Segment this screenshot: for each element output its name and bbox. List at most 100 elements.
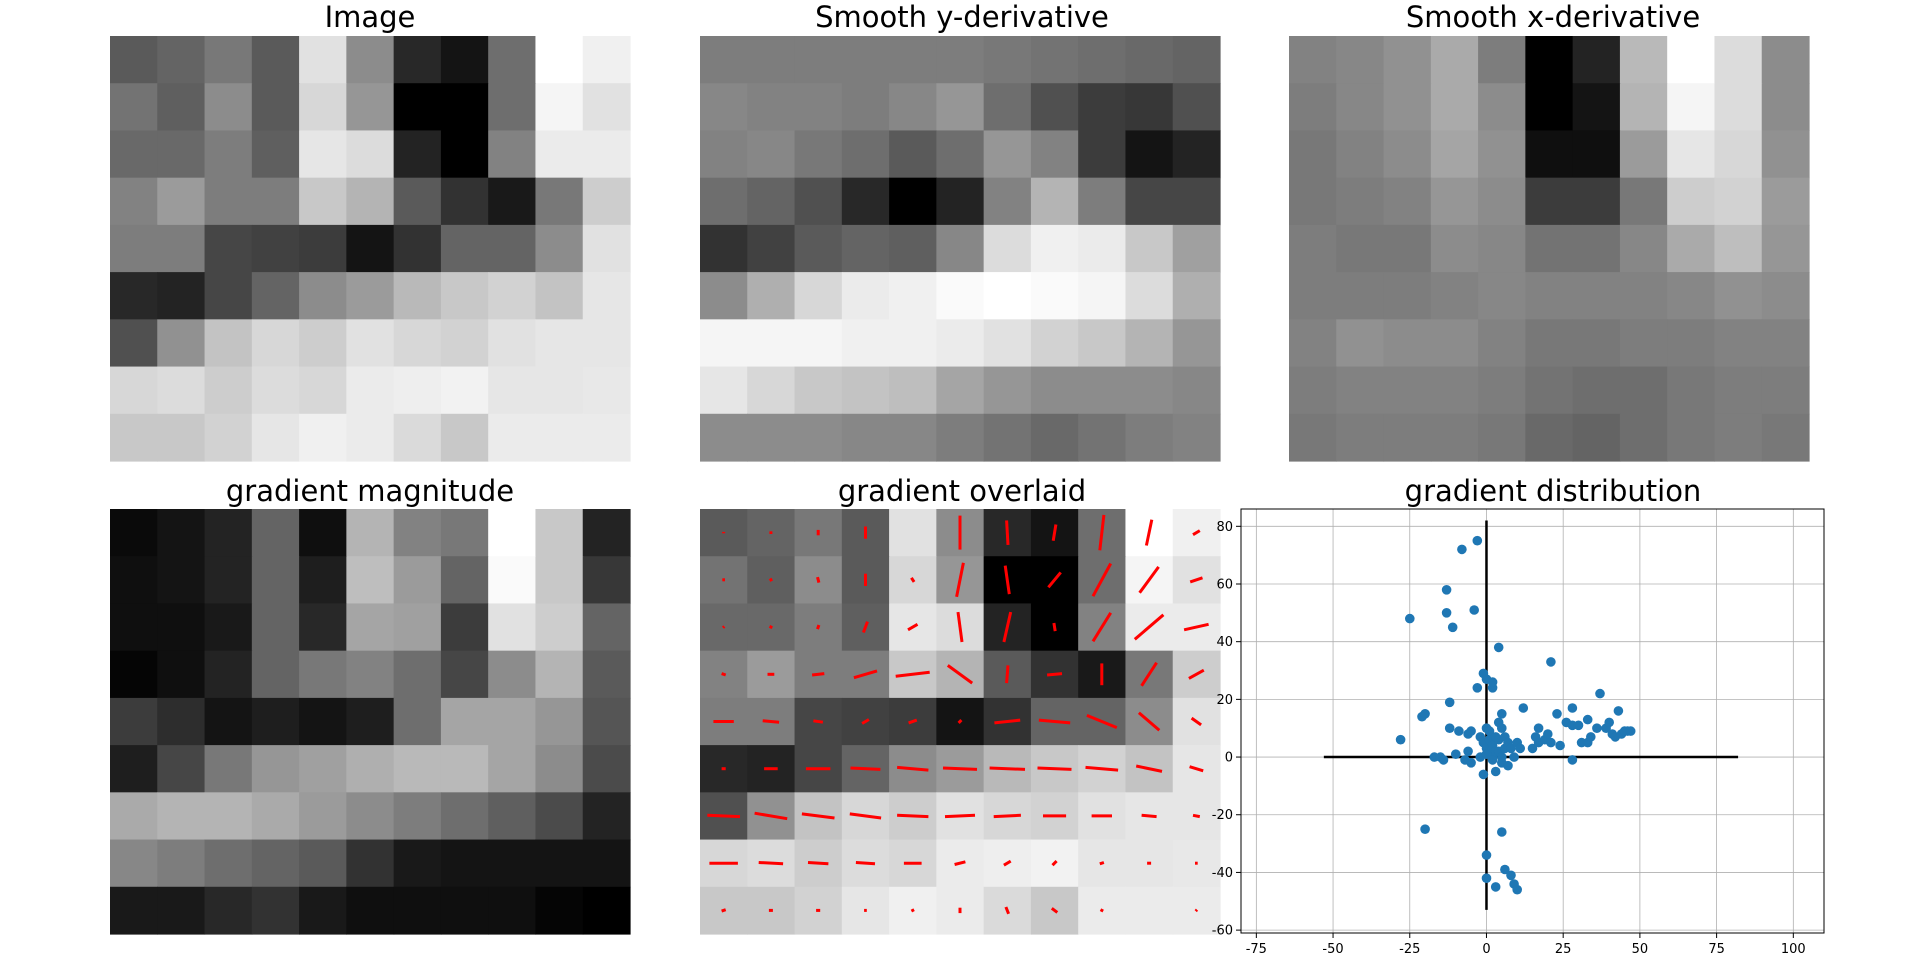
x-tick-label: 100 — [1781, 942, 1806, 957]
heatmap-cell — [299, 603, 347, 652]
heatmap-cell — [1336, 224, 1385, 273]
scatter-point — [1509, 752, 1519, 762]
heatmap-cell — [1619, 224, 1668, 273]
heatmap-cell — [440, 839, 489, 888]
y-tick-label: 80 — [1216, 520, 1233, 535]
heatmap-cell — [110, 319, 158, 368]
gradient-vector — [895, 670, 930, 678]
heatmap-cell — [346, 83, 395, 132]
scatter-point — [1613, 706, 1624, 716]
heatmap-cell — [794, 366, 843, 415]
heatmap-cell — [1030, 36, 1079, 84]
heatmap-cell — [1761, 83, 1810, 132]
heatmap-cell — [582, 697, 631, 746]
heatmap-cell — [700, 177, 748, 226]
heatmap-cell — [299, 177, 347, 226]
heatmap-cell — [700, 413, 748, 462]
heatmap-cell — [204, 556, 253, 605]
scatter-point — [1490, 766, 1501, 777]
panel-title-y-derivative: Smooth y-derivative — [815, 0, 1109, 34]
scatter-point — [1497, 827, 1507, 837]
gradient-vector — [1135, 764, 1163, 773]
heatmap-cell — [936, 177, 985, 226]
gradient-vector — [1038, 718, 1071, 725]
heatmap-cell — [535, 272, 584, 320]
heatmap-cell — [393, 792, 442, 841]
scatter-point — [1546, 657, 1556, 667]
heatmap-cell — [440, 697, 489, 746]
gradient-vector — [1140, 661, 1158, 687]
heatmap-cell — [1172, 272, 1221, 320]
gradient-vector — [1051, 524, 1058, 542]
gradient-vector — [1047, 571, 1062, 589]
x-tick-label: 50 — [1632, 942, 1649, 957]
gradient-vector — [1052, 622, 1057, 632]
heatmap-cell — [1572, 36, 1621, 84]
heatmap-cell — [1714, 224, 1763, 273]
gradient-vector — [1003, 859, 1012, 867]
scatter-point — [1487, 755, 1498, 765]
scatter-point — [1451, 749, 1461, 759]
heatmap-cell — [346, 745, 395, 793]
heatmap-cell — [1336, 413, 1385, 462]
heatmap-cell — [157, 83, 206, 132]
gradient-vector — [853, 669, 878, 680]
gradient-vector — [942, 766, 978, 771]
scatter-point — [1518, 703, 1529, 713]
gradient-vector — [861, 621, 869, 634]
heatmap-cell — [1572, 319, 1621, 368]
heatmap-cell — [346, 319, 395, 368]
heatmap-cell — [1619, 319, 1668, 368]
y-tick-label: -40 — [1212, 866, 1233, 881]
scatter-point — [1506, 870, 1516, 881]
heatmap-cell — [889, 272, 937, 320]
heatmap-cell — [346, 556, 395, 605]
scatter-point — [1555, 740, 1565, 751]
heatmap-cell — [936, 272, 985, 320]
scatter-point — [1447, 622, 1458, 633]
scatter-point — [1573, 720, 1584, 731]
gradient-vector — [955, 562, 965, 598]
heatmap-cell — [488, 650, 537, 699]
heatmap-cell — [936, 36, 985, 84]
heatmap-cell — [841, 177, 890, 226]
heatmap-cell — [582, 792, 631, 841]
scatter-point — [1469, 605, 1479, 615]
heatmap-cell — [1383, 319, 1432, 368]
heatmap-cell — [936, 366, 985, 415]
heatmap-cell — [1667, 413, 1716, 462]
gradient-vector — [897, 813, 929, 819]
heatmap-cell — [299, 130, 347, 179]
heatmap-cell — [1761, 130, 1810, 179]
gradient-vector — [1003, 565, 1011, 595]
scatter-point — [1527, 743, 1538, 754]
heatmap-cell — [1030, 413, 1079, 462]
gradient-vector — [1046, 672, 1063, 677]
gradient-vector — [1141, 813, 1157, 819]
x-tick-label: 25 — [1555, 942, 1572, 957]
scatter-point — [1543, 729, 1553, 739]
heatmap-cell — [841, 130, 890, 179]
heatmap-cell — [582, 839, 631, 888]
heatmap-cell — [204, 177, 253, 226]
heatmap-cell — [110, 83, 158, 132]
gradient-distribution-plot: -75 -50 -25 0 25 50 75 100 -60 -40 -20 0 20 40 60 80 — [1212, 508, 1825, 957]
heatmap-cell — [535, 603, 584, 652]
heatmap-cell — [794, 36, 843, 84]
scatter-point — [1481, 850, 1492, 860]
heatmap-cell — [1714, 272, 1763, 320]
scatter-point — [1444, 723, 1455, 733]
heatmap-cell — [889, 36, 937, 84]
heatmap-cell — [794, 413, 843, 462]
gradient-vector — [1189, 576, 1203, 584]
heatmap-cell — [299, 36, 347, 84]
gradient-vector — [910, 908, 915, 913]
gradient-vector — [1091, 562, 1113, 597]
scatter-point — [1586, 732, 1596, 742]
heatmap-cell — [157, 366, 206, 415]
heatmap-cell — [535, 224, 584, 273]
heatmap-cell — [1336, 272, 1385, 320]
scatter-point — [1500, 864, 1510, 875]
heatmap-cell — [488, 792, 537, 841]
gradient-vector — [855, 861, 876, 866]
